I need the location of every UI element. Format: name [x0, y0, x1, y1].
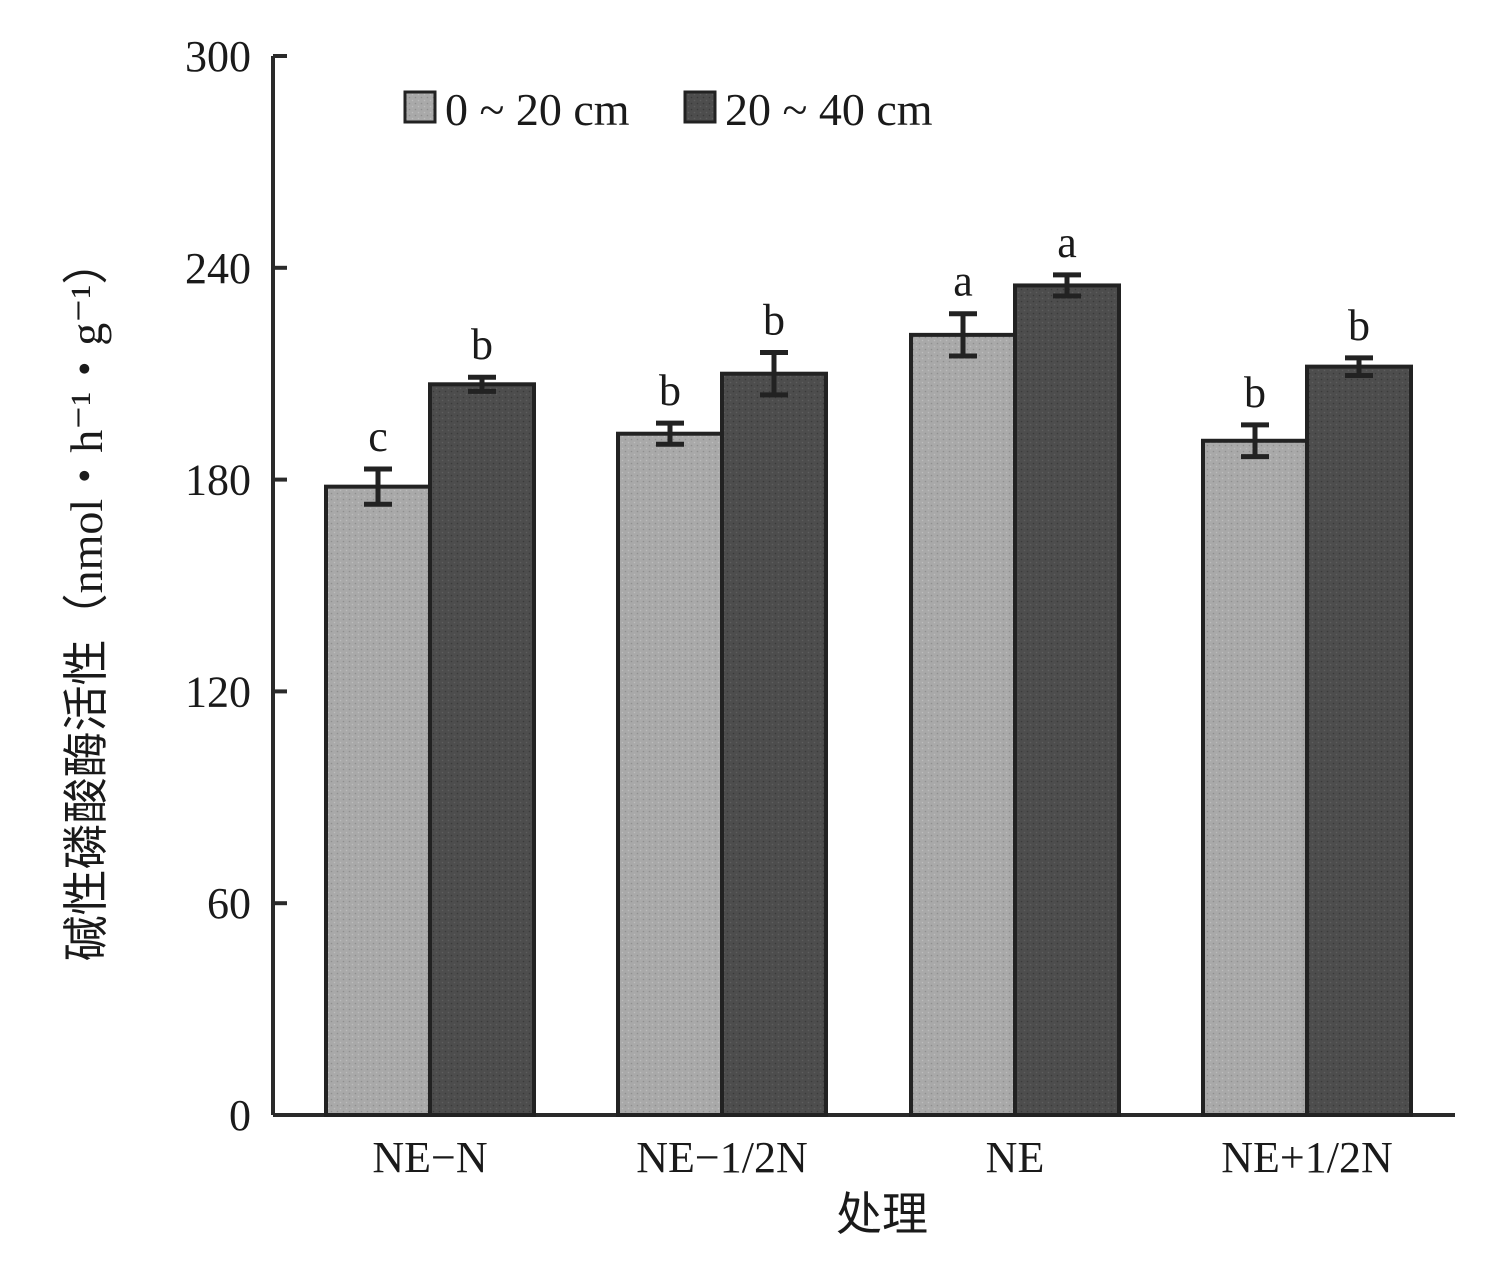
legend-label: 0 ~ 20 cm: [445, 84, 630, 135]
significance-label: b: [659, 366, 681, 415]
bars: [324, 272, 1413, 1118]
y-tick-label: 60: [207, 879, 251, 928]
x-tick-label: NE−N: [372, 1133, 487, 1182]
x-tick-label: NE+1/2N: [1221, 1133, 1392, 1182]
bar: [324, 484, 432, 1118]
bar: [1013, 283, 1121, 1117]
significance-label: b: [471, 320, 493, 369]
significance-label: a: [953, 257, 973, 306]
legend: 0 ~ 20 cm 20 ~ 40 cm: [403, 84, 933, 135]
legend-label: 20 ~ 40 cm: [725, 84, 933, 135]
bar: [616, 431, 724, 1117]
y-axis-title: 碱性磷酸酶活性（nmol・h⁻¹・g⁻¹）: [61, 239, 112, 962]
y-tick-label: 0: [229, 1091, 251, 1140]
y-tick-label: 180: [185, 456, 251, 505]
x-tick-label: NE: [986, 1133, 1045, 1182]
labels: c b NE−N b b NE−1/2N a a NE b b NE+1/2N: [368, 218, 1393, 1182]
bar: [909, 332, 1017, 1117]
bar: [720, 371, 828, 1117]
bar: [428, 382, 536, 1118]
y-tick-label: 300: [185, 32, 251, 81]
significance-label: b: [763, 296, 785, 345]
significance-label: c: [368, 412, 388, 461]
x-tick-label: NE−1/2N: [636, 1133, 807, 1182]
bar: [1305, 364, 1413, 1117]
legend-swatch: [403, 90, 437, 124]
bar: [1201, 438, 1309, 1117]
y-tick-label: 120: [185, 667, 251, 716]
significance-label: a: [1057, 218, 1077, 267]
x-axis-title: 处理: [836, 1189, 928, 1240]
legend-swatch: [683, 90, 717, 124]
significance-label: b: [1244, 368, 1266, 417]
significance-label: b: [1348, 301, 1370, 350]
y-tick-label: 240: [185, 244, 251, 293]
